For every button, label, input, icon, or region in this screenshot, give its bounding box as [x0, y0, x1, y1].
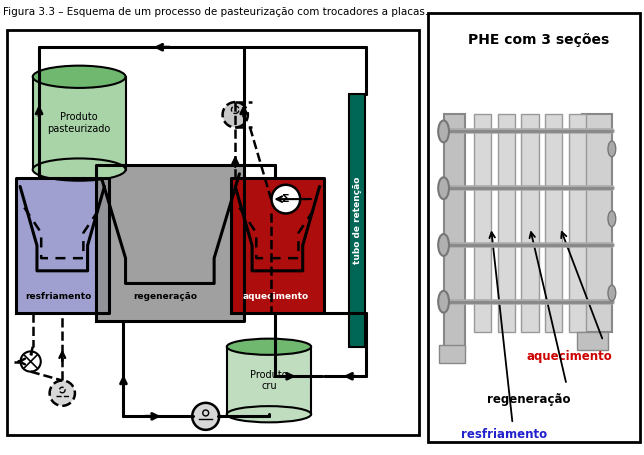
- Ellipse shape: [33, 158, 126, 181]
- Text: regeneração: regeneração: [488, 394, 571, 406]
- Circle shape: [59, 387, 65, 393]
- Circle shape: [272, 185, 300, 213]
- Circle shape: [231, 106, 239, 113]
- Bar: [474, 114, 491, 332]
- Circle shape: [50, 380, 75, 406]
- Text: Produto
cru: Produto cru: [250, 370, 288, 391]
- Circle shape: [223, 102, 248, 127]
- Circle shape: [438, 177, 449, 199]
- Bar: [521, 114, 538, 332]
- Text: regeneração: regeneração: [133, 292, 198, 301]
- Text: Produto
pasteurizado: Produto pasteurizado: [48, 112, 111, 134]
- Polygon shape: [231, 178, 324, 313]
- Text: PHE com 3 seções: PHE com 3 seções: [468, 33, 609, 47]
- Bar: [227, 347, 311, 414]
- Bar: [545, 114, 562, 332]
- Text: resfriamento: resfriamento: [25, 292, 91, 301]
- Polygon shape: [16, 178, 109, 313]
- Ellipse shape: [33, 66, 126, 88]
- Ellipse shape: [227, 339, 311, 355]
- Circle shape: [438, 234, 449, 256]
- Text: Σ: Σ: [282, 194, 290, 204]
- Circle shape: [438, 291, 449, 313]
- Bar: [582, 114, 612, 332]
- Text: resfriamento: resfriamento: [461, 429, 547, 441]
- Circle shape: [203, 410, 209, 416]
- Bar: [577, 332, 607, 350]
- Circle shape: [608, 211, 616, 227]
- Text: Figura 3.3 – Esquema de um processo de pasteurização com trocadores a placas.: Figura 3.3 – Esquema de um processo de p…: [3, 7, 428, 17]
- Circle shape: [608, 285, 616, 301]
- Bar: [349, 94, 365, 347]
- Text: tubo de retenção: tubo de retenção: [353, 177, 362, 264]
- Text: aquecimento: aquecimento: [526, 350, 612, 363]
- Bar: [33, 77, 126, 170]
- Circle shape: [192, 403, 219, 430]
- Bar: [498, 114, 515, 332]
- Polygon shape: [96, 165, 243, 321]
- Text: aquecimento: aquecimento: [242, 292, 308, 301]
- Circle shape: [21, 351, 41, 372]
- Bar: [569, 114, 586, 332]
- Circle shape: [608, 141, 616, 157]
- Bar: [444, 114, 465, 350]
- Bar: [439, 345, 465, 363]
- Circle shape: [438, 121, 449, 142]
- Ellipse shape: [227, 406, 311, 422]
